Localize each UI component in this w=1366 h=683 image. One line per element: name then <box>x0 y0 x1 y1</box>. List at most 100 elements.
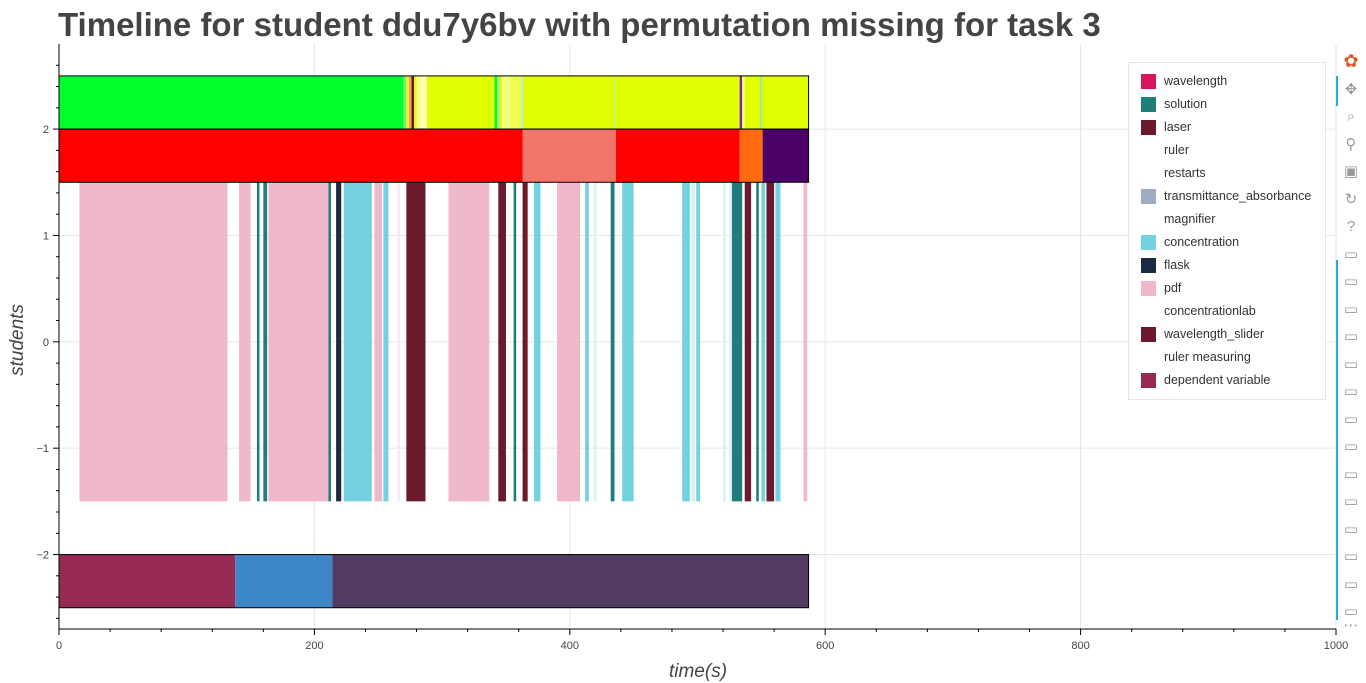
timeline-segment <box>448 182 490 502</box>
timeline-segment <box>403 75 407 130</box>
timeline-segment <box>766 182 775 502</box>
hover-icon[interactable]: ▭ <box>1343 355 1359 373</box>
timeline-segment <box>406 75 409 130</box>
more-icon[interactable]: ⋯ <box>1343 617 1359 634</box>
timeline-segment <box>498 182 506 502</box>
y-tick-label: −1 <box>36 443 49 455</box>
legend-swatch <box>1141 73 1156 89</box>
timeline-segment <box>523 75 615 130</box>
hover-icon[interactable]: ▭ <box>1343 575 1359 593</box>
legend-item[interactable]: transmittance_absorbance <box>1141 186 1311 206</box>
hover-icon[interactable]: ▭ <box>1343 520 1359 538</box>
box-zoom-icon[interactable]: ⌕ <box>1346 107 1356 125</box>
active-tool-indicator <box>1336 76 1338 106</box>
x-tick-label: 200 <box>305 640 323 652</box>
hover-icon[interactable]: ▭ <box>1343 548 1359 565</box>
timeline-segment <box>614 75 616 130</box>
pan-icon[interactable]: ✥ <box>1344 80 1358 98</box>
timeline-segment <box>494 75 498 130</box>
timeline-segment <box>585 182 589 502</box>
x-tick-label: 400 <box>561 640 579 652</box>
legend-label: restarts <box>1164 166 1206 180</box>
timeline-segment <box>336 182 342 502</box>
timeline-segment <box>513 182 517 502</box>
legend-label: wavelength_slider <box>1164 327 1265 341</box>
timeline-segment <box>803 182 808 502</box>
timeline-segment <box>762 129 809 183</box>
x-axis-label: time(s) <box>669 661 727 682</box>
chart-legend: wavelength solution laser ruler restarts tran… <box>1128 62 1326 400</box>
legend-item[interactable]: concentrationlab <box>1141 301 1256 321</box>
timeline-segment <box>502 75 510 130</box>
bokeh-logo-icon[interactable]: ✿ <box>1343 50 1359 71</box>
legend-swatch <box>1141 372 1156 388</box>
timeline-segment <box>756 182 759 502</box>
hover-icon[interactable]: ▭ <box>1343 300 1359 318</box>
legend-label: pdf <box>1164 281 1182 295</box>
axes: 0 200 400 600 800 1000 −2 −1 0 1 2 <box>36 44 1348 652</box>
legend-item[interactable]: ruler measuring <box>1141 347 1251 367</box>
hover-icon[interactable]: ▭ <box>1343 438 1359 455</box>
timeline-segment <box>235 554 333 608</box>
timeline-segment <box>239 182 251 502</box>
timeline-segment <box>744 182 752 502</box>
timeline-segment <box>499 75 503 130</box>
timeline-segment <box>739 75 743 130</box>
timeline-segment <box>79 182 228 502</box>
hover-icon[interactable]: ▭ <box>1343 493 1359 510</box>
timeline-segment <box>343 182 372 502</box>
wheel-zoom-icon[interactable]: ⚲ <box>1345 135 1357 153</box>
timeline-segment <box>723 182 726 502</box>
timeline-segment <box>622 182 634 502</box>
timeline-segment <box>691 182 695 502</box>
legend-label: concentration <box>1164 235 1240 249</box>
timeline-segment <box>263 182 268 502</box>
y-tick-label: 0 <box>43 337 49 349</box>
timeline-segment <box>59 75 404 130</box>
timeline-segment <box>426 75 495 130</box>
legend-label: laser <box>1164 120 1192 134</box>
legend-label: ruler <box>1164 143 1190 157</box>
plot-toolbar: ✿ ✥ ⌕ ⚲ ▣ ↻? ▭ ▭ ▭ ▭ ▭ ▭ ▭ ▭ ▭ ▭ ▭ ▭ ▭ ▭ ⋯ <box>1336 46 1366 636</box>
reset-icon[interactable]: ↻ <box>1344 190 1358 208</box>
legend-item[interactable]: restarts <box>1141 163 1206 183</box>
timeline-segment <box>332 554 809 608</box>
hover-icon[interactable]: ▭ <box>1343 465 1359 483</box>
legend-swatch <box>1141 257 1156 273</box>
legend-item[interactable]: wavelength <box>1141 71 1227 91</box>
legend-swatch <box>1141 142 1156 158</box>
legend-item[interactable]: flask <box>1141 255 1190 275</box>
legend-item[interactable]: ruler <box>1141 140 1189 160</box>
hover-icon[interactable]: ▭ <box>1343 410 1359 428</box>
hover-icon[interactable]: ▭ <box>1343 245 1359 263</box>
y-tick-label: 2 <box>43 124 49 136</box>
hover-icon[interactable]: ▭ <box>1343 603 1359 620</box>
legend-item[interactable]: laser <box>1141 117 1191 137</box>
legend-item[interactable]: solution <box>1141 94 1207 114</box>
legend-swatch <box>1141 188 1156 204</box>
legend-label: wavelength <box>1164 74 1228 88</box>
legend-item[interactable]: dependent variable <box>1141 370 1270 390</box>
y-axis-label: students <box>7 304 28 376</box>
timeline-segment <box>762 75 809 130</box>
legend-swatch <box>1141 119 1156 135</box>
hover-icon[interactable]: ▭ <box>1343 328 1359 345</box>
legend-swatch <box>1141 303 1156 319</box>
legend-item[interactable]: pdf <box>1141 278 1181 298</box>
timeline-segment <box>521 75 524 130</box>
y-tick-label: −2 <box>36 550 49 562</box>
x-tick-label: 1000 <box>1324 640 1348 652</box>
legend-label: dependent variable <box>1164 373 1271 387</box>
timeline-segment <box>406 182 426 502</box>
hover-icon[interactable]: ▭ <box>1343 383 1359 400</box>
timeline-segment <box>497 75 500 130</box>
hover-icon[interactable]: ▭ <box>1343 273 1359 290</box>
timeline-segment <box>328 182 332 502</box>
legend-swatch <box>1141 211 1156 227</box>
timeline-segment <box>682 182 690 502</box>
help-icon[interactable]: ? <box>1346 217 1356 235</box>
legend-item[interactable]: concentration <box>1141 232 1239 252</box>
legend-item[interactable]: wavelength_slider <box>1141 324 1264 344</box>
save-icon[interactable]: ▣ <box>1343 163 1359 180</box>
legend-item[interactable]: magnifier <box>1141 209 1215 229</box>
